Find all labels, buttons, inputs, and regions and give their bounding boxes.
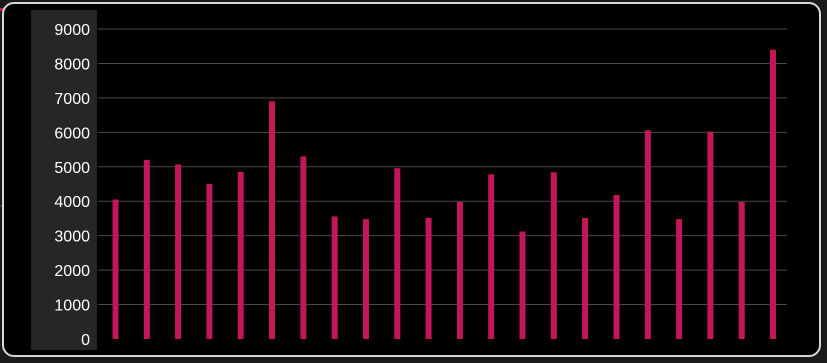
y-tick-label: 2000	[54, 263, 90, 280]
bar-2	[143, 159, 150, 339]
gridlines	[98, 28, 787, 306]
y-tick-label: 9000	[54, 22, 90, 39]
bar-11	[425, 217, 432, 339]
bar-3	[175, 164, 182, 339]
bar-22	[770, 49, 776, 339]
bar-7	[300, 156, 307, 339]
bar-12	[456, 201, 463, 339]
bar-10	[394, 168, 401, 339]
y-tick-label: 0	[81, 332, 90, 349]
y-tick-label: 7000	[54, 91, 90, 108]
bar-16	[582, 218, 589, 339]
y-tick-label: 3000	[54, 229, 90, 246]
bars	[112, 49, 776, 339]
y-tick-label: 8000	[54, 56, 90, 73]
bar-9	[363, 219, 369, 339]
y-tick-label: 6000	[54, 125, 90, 142]
bar-1	[112, 199, 119, 339]
y-axis-panel	[31, 10, 97, 350]
bar-13	[488, 174, 495, 339]
bar-19	[676, 219, 683, 339]
y-axis-ticks: 0 1000 2000 3000 4000 5000 6000 7000 8000 9000	[54, 22, 90, 349]
bar-20	[707, 131, 714, 339]
y-tick-label: 5000	[54, 160, 90, 177]
bar-15	[550, 172, 557, 339]
bar-5	[237, 171, 244, 339]
bar-17	[613, 195, 620, 339]
bar-4	[206, 184, 213, 339]
bar-8	[331, 216, 338, 339]
bar-21	[738, 201, 745, 339]
bar-18	[644, 130, 651, 339]
bar-14	[519, 231, 526, 339]
bar-6	[269, 101, 275, 339]
y-tick-label: 4000	[54, 194, 90, 211]
y-tick-label: 1000	[54, 298, 90, 315]
